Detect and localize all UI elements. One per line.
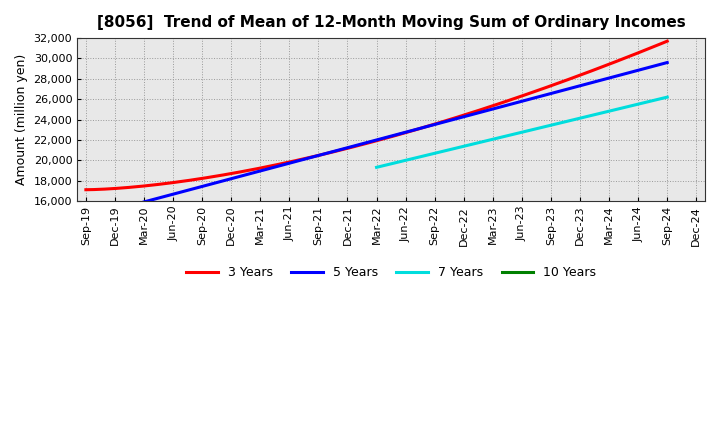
Title: [8056]  Trend of Mean of 12-Month Moving Sum of Ordinary Incomes: [8056] Trend of Mean of 12-Month Moving … [96,15,685,30]
Legend: 3 Years, 5 Years, 7 Years, 10 Years: 3 Years, 5 Years, 7 Years, 10 Years [181,261,600,284]
Y-axis label: Amount (million yen): Amount (million yen) [15,54,28,185]
